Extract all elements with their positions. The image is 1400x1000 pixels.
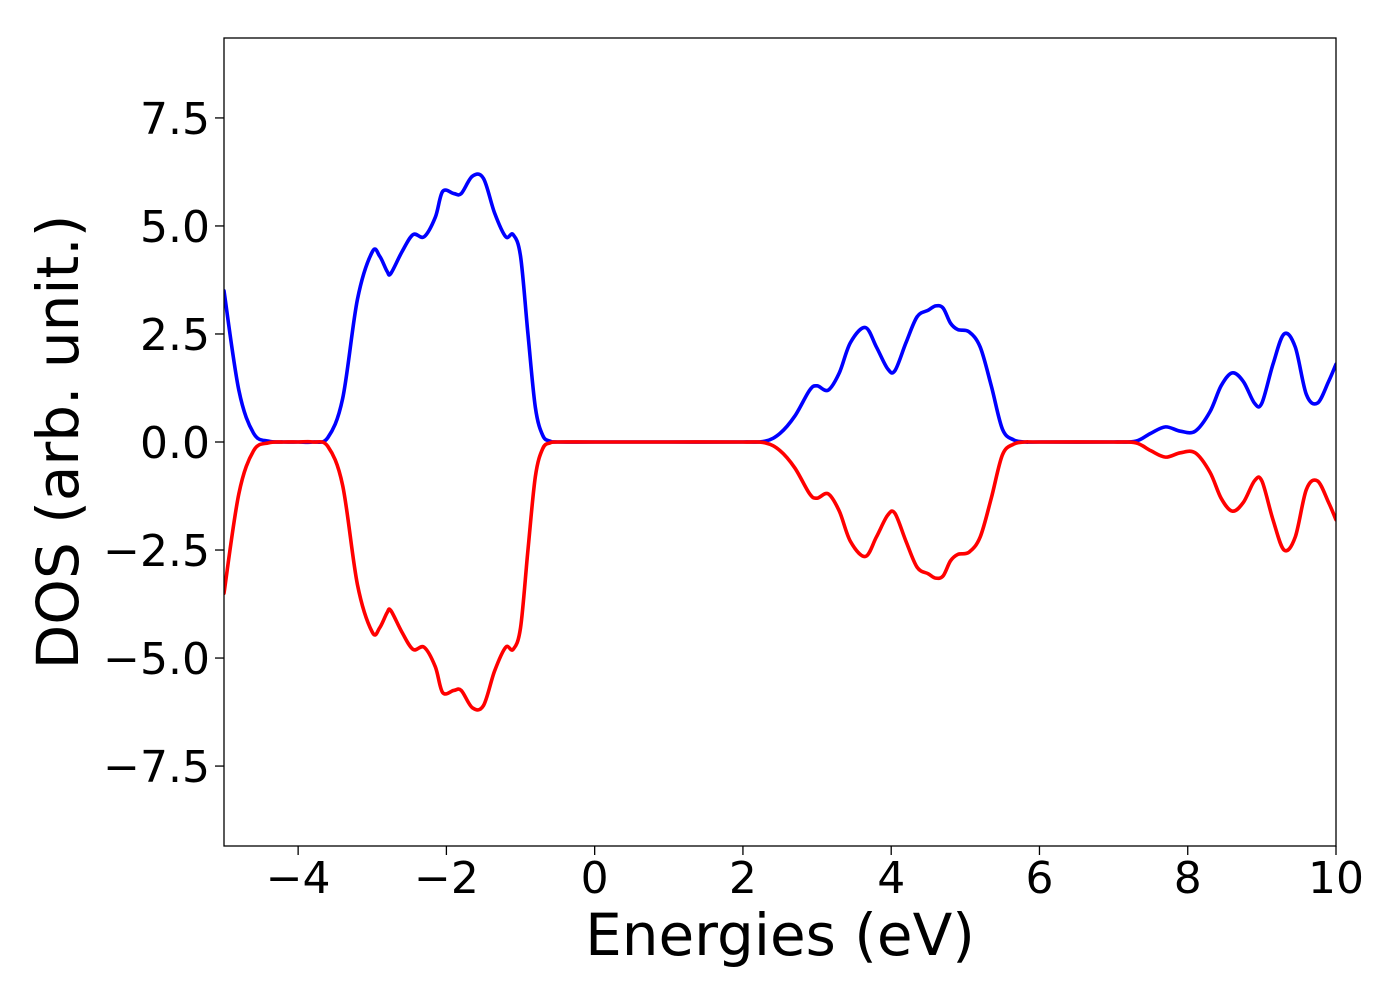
x-tick-label: −4 — [266, 853, 331, 904]
y-tick-label: 7.5 — [140, 94, 210, 145]
y-axis: 7.5 5.0 2.5 0.0 −2.5 −5.0 −7.5 — [103, 94, 224, 793]
x-tick-label: 0 — [581, 853, 609, 904]
x-tick-label: 8 — [1174, 853, 1202, 904]
y-tick-label: 2.5 — [140, 310, 210, 361]
y-tick-label: −5.0 — [103, 634, 210, 685]
y-axis-label: DOS (arb. unit.) — [24, 215, 92, 670]
spin-down-series-line — [224, 439, 1336, 712]
x-tick-label: 4 — [877, 853, 905, 904]
x-tick-label: −2 — [414, 853, 479, 904]
y-tick-label: 0.0 — [140, 418, 210, 469]
x-axis: −4 −2 0 2 4 6 8 10 — [266, 846, 1364, 904]
y-tick-label: −7.5 — [103, 742, 210, 793]
x-tick-label: 2 — [729, 853, 757, 904]
y-tick-label: −2.5 — [103, 526, 210, 577]
x-tick-label: 10 — [1308, 853, 1364, 904]
spin-up-series-line — [224, 172, 1336, 445]
x-tick-label: 6 — [1025, 853, 1053, 904]
series-layer — [224, 172, 1336, 712]
plot-frame — [223, 37, 1337, 847]
x-axis-label: Energies (eV) — [585, 901, 975, 969]
y-tick-label: 5.0 — [140, 202, 210, 253]
